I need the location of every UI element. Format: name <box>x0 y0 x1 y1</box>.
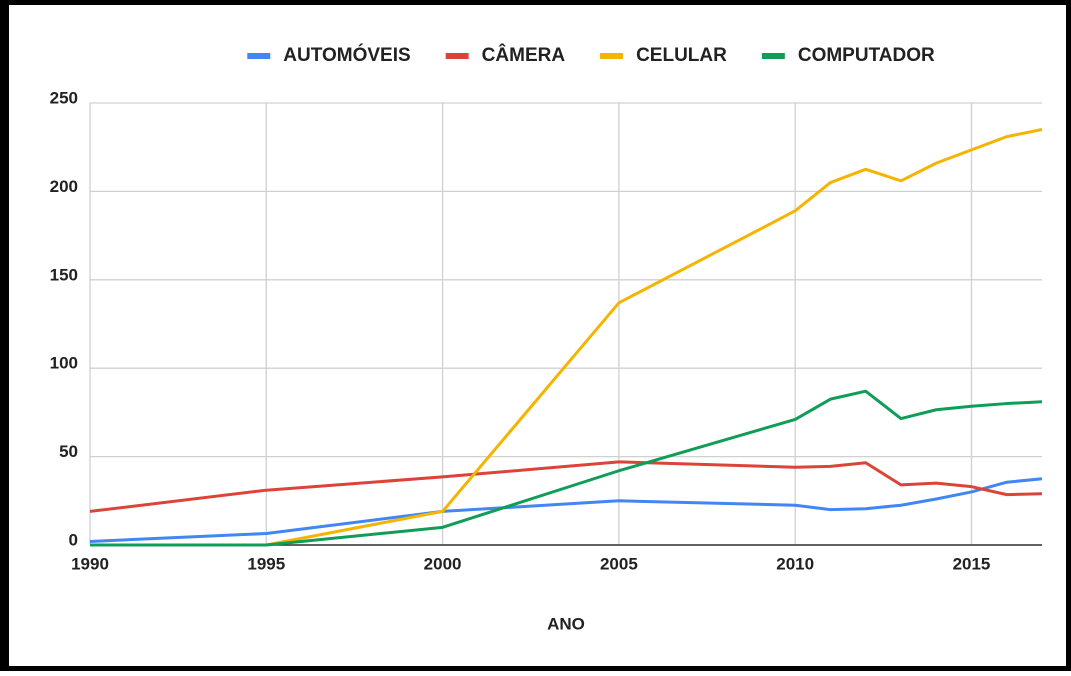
series-line <box>90 389 1043 547</box>
x-tick-label: 1990 <box>71 554 109 573</box>
y-tick-label: 250 <box>50 88 78 107</box>
frame-edge <box>0 0 9 671</box>
y-tick-label: 0 <box>69 530 78 549</box>
x-axis-label: ANO <box>547 614 585 633</box>
y-tick-label: 150 <box>50 265 78 284</box>
series-line <box>89 477 1043 543</box>
x-tick-label: 1995 <box>247 554 285 573</box>
y-tick-label: 50 <box>59 442 78 461</box>
series-line <box>89 460 1043 513</box>
legend-label: CELULAR <box>636 45 727 66</box>
legend-label: COMPUTADOR <box>798 45 935 66</box>
x-tick-label: 2010 <box>776 554 814 573</box>
legend-label: CÂMERA <box>482 44 566 66</box>
y-tick-label: 200 <box>50 177 78 196</box>
x-tick-label: 2015 <box>953 554 991 573</box>
x-tick-label: 2000 <box>424 554 462 573</box>
y-tick-label: 100 <box>50 354 78 373</box>
series-line <box>90 128 1043 547</box>
x-tick-label: 2005 <box>600 554 638 573</box>
legend-label: AUTOMÓVEIS <box>283 44 410 66</box>
